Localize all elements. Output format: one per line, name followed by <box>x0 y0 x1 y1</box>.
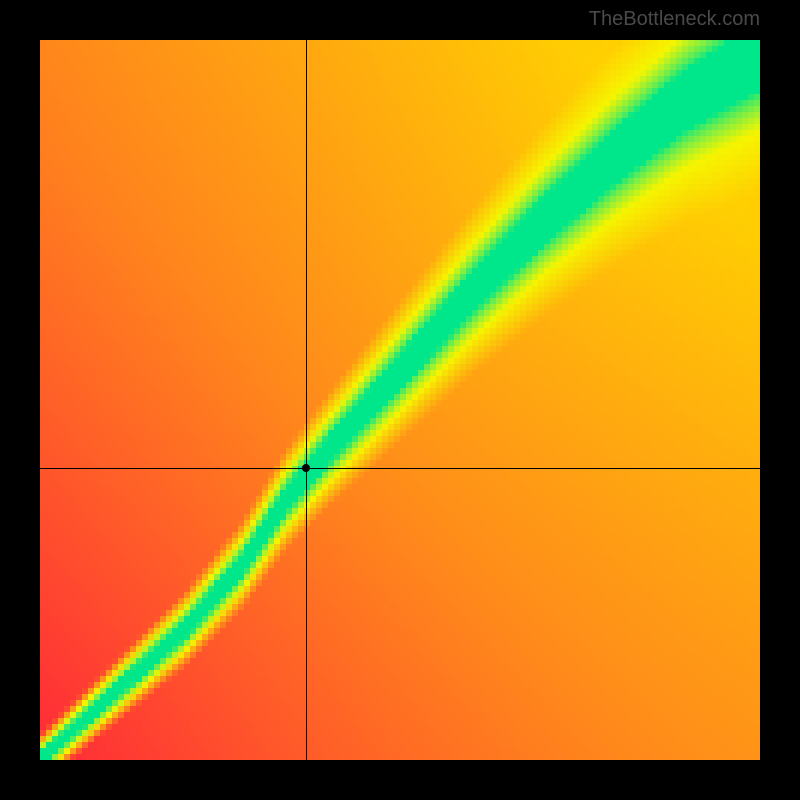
heatmap-canvas <box>40 40 760 760</box>
crosshair-vertical <box>306 40 307 760</box>
crosshair-horizontal <box>40 468 760 469</box>
marker-dot <box>302 464 310 472</box>
watermark-text: TheBottleneck.com <box>589 8 760 31</box>
heatmap-plot <box>40 40 760 760</box>
